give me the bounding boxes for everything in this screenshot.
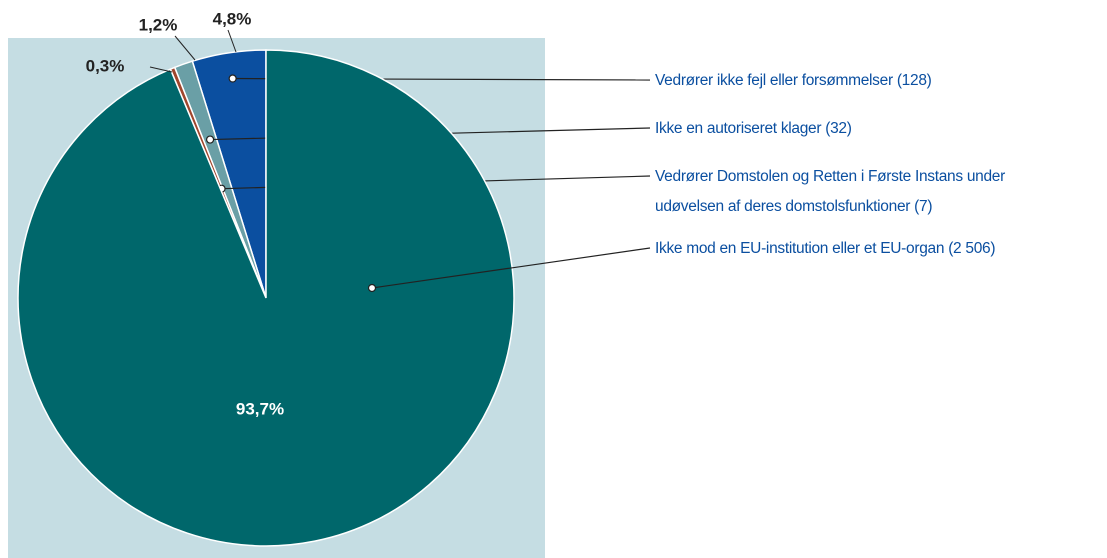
legend-label: Vedrører ikke fejl eller forsømmelser (1… — [655, 72, 932, 89]
label-leader — [149, 66, 173, 73]
leader-dot — [367, 283, 377, 293]
label-leader — [174, 35, 196, 61]
label-leader — [227, 29, 237, 53]
legend-label: Ikke en autoriseret klager (32) — [655, 120, 852, 137]
slice-label: 93,7% — [236, 399, 284, 418]
pie-slice — [17, 49, 515, 547]
leader-line — [371, 247, 651, 289]
slice-label: 4,8% — [213, 9, 252, 28]
slice-label: 1,2% — [139, 15, 178, 34]
legend-label: Vedrører Domstolen og Retten i Første In… — [655, 168, 1005, 215]
slice-label: 0,3% — [86, 56, 125, 75]
leader-dot — [228, 74, 237, 83]
leader-dot — [205, 135, 215, 144]
legend-label: Ikke mod en EU-institution eller et EU-o… — [655, 240, 996, 257]
